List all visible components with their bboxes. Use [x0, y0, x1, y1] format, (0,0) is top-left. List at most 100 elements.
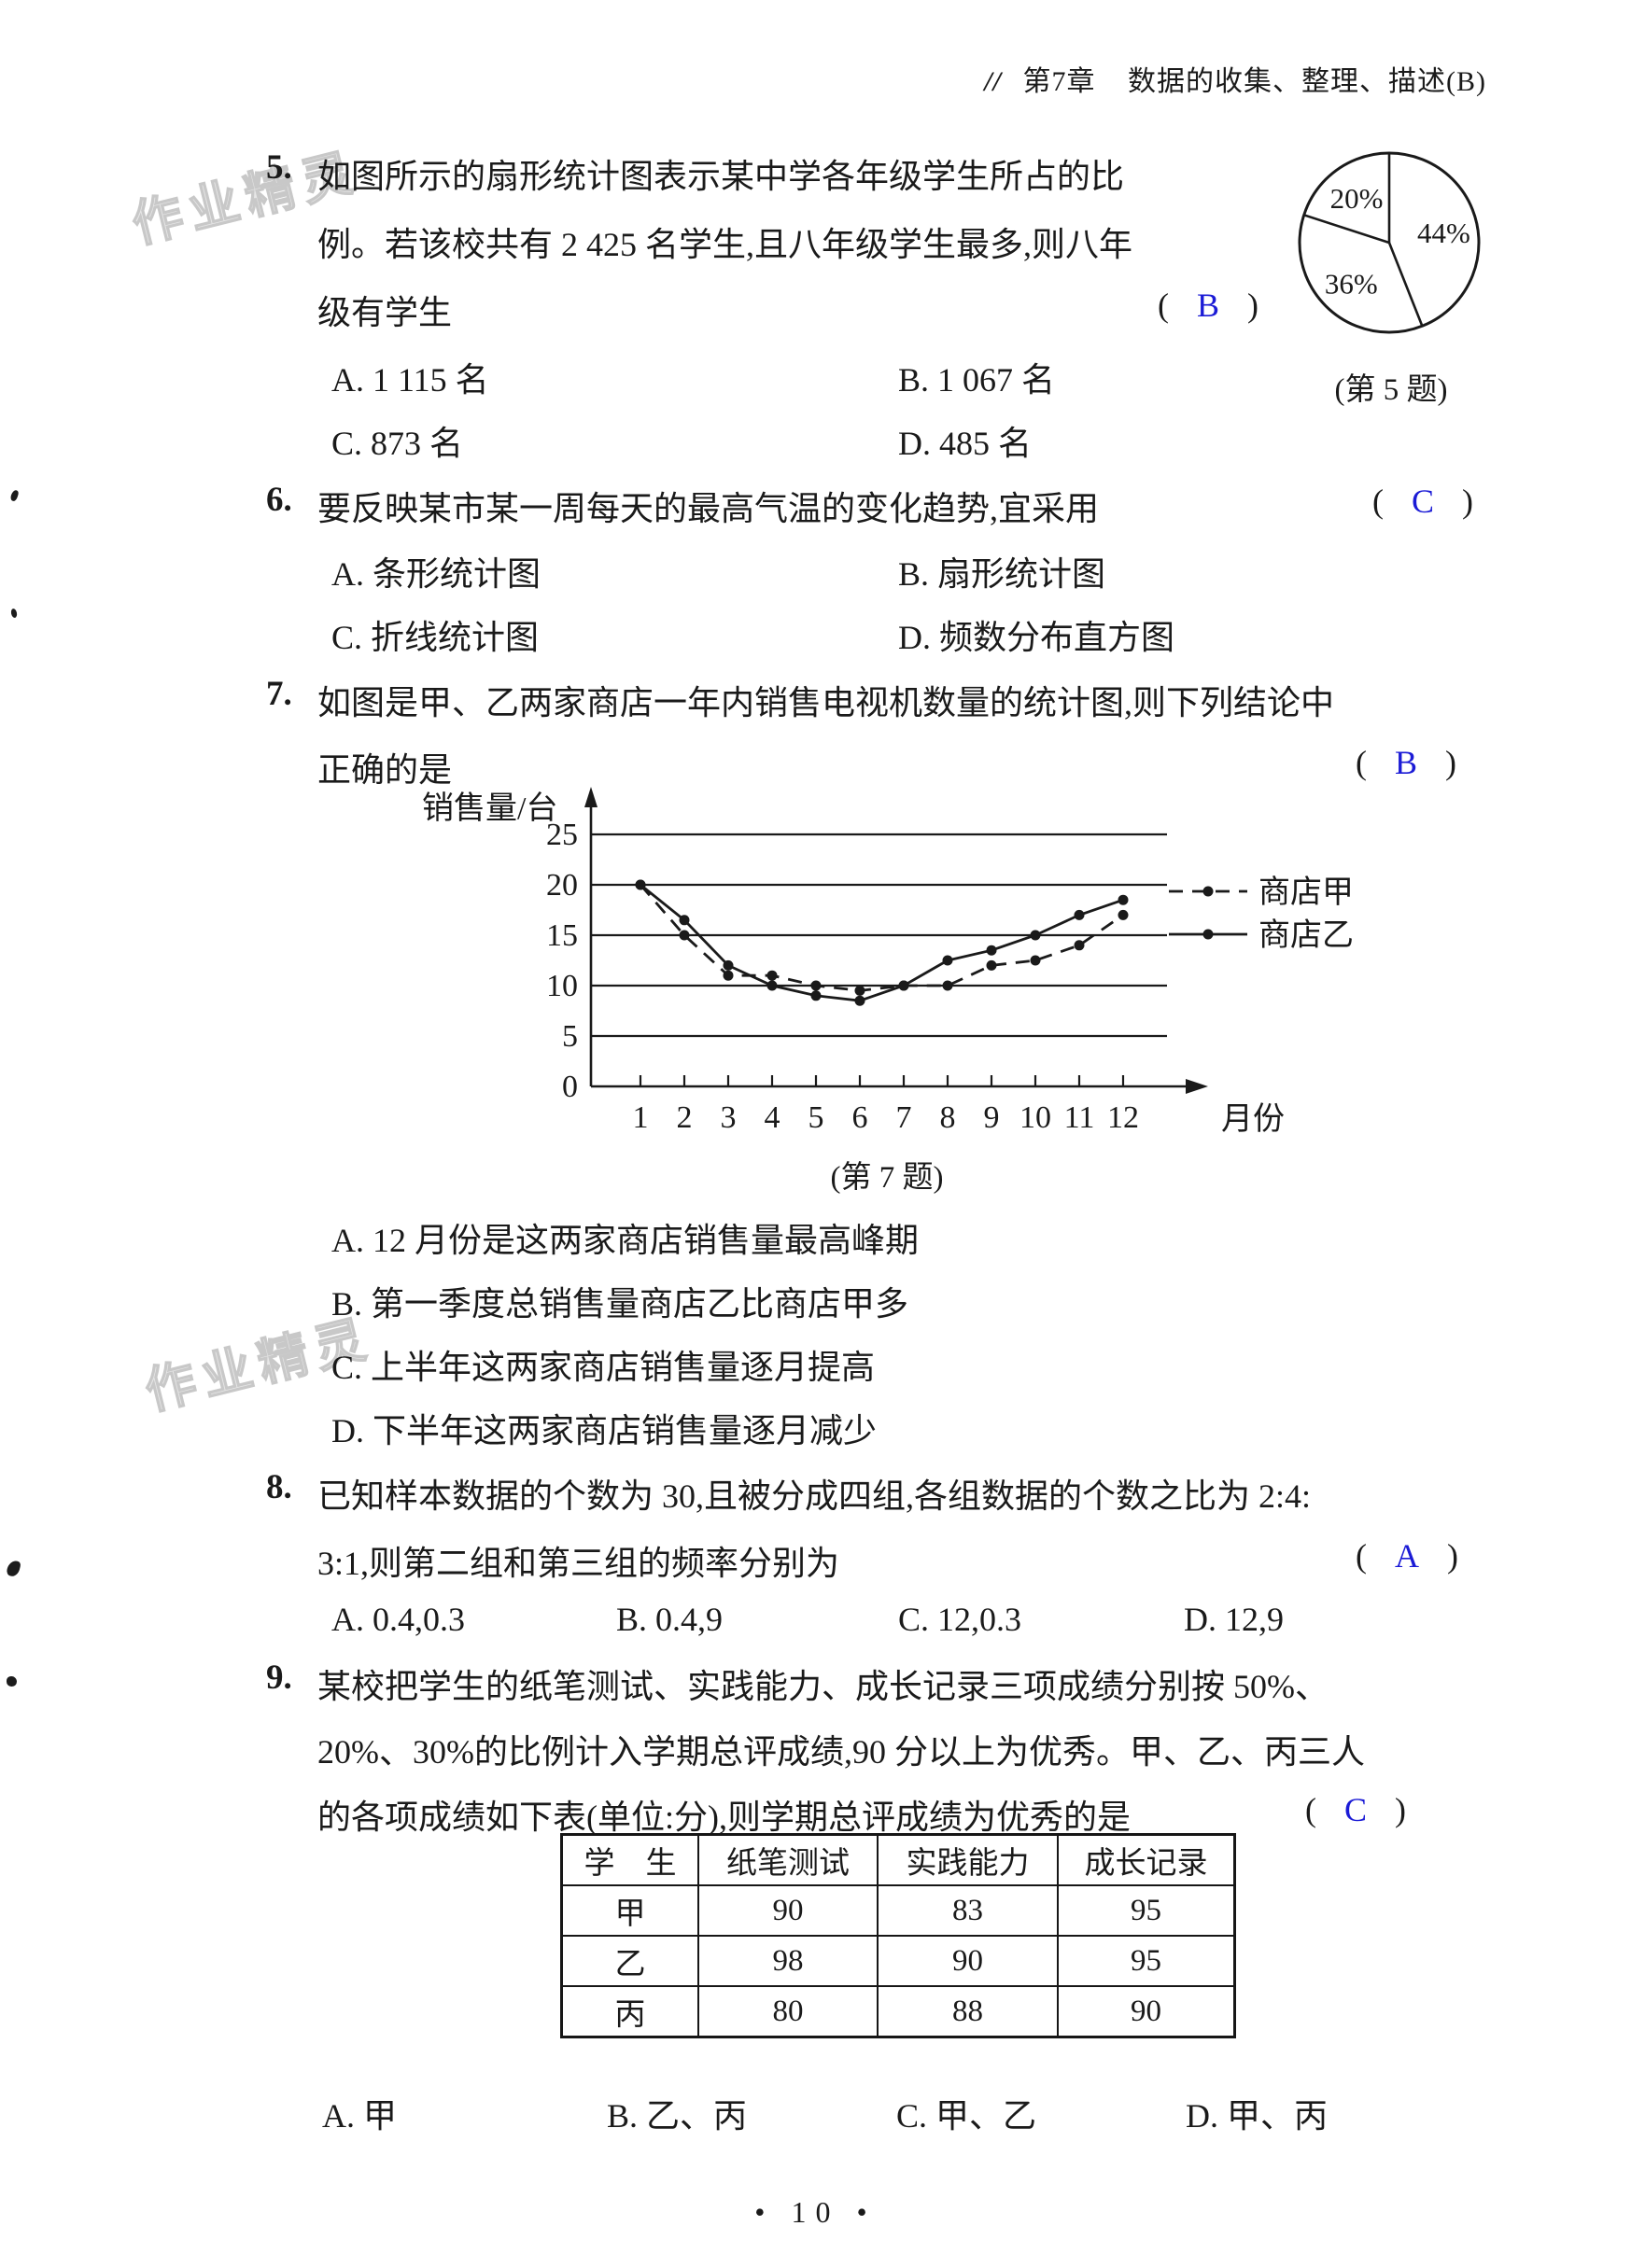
question-5-line: 如图所示的扇形统计图表示某中学各年级学生所占的比: [317, 158, 1125, 195]
x-tick-label: 11: [1064, 1100, 1095, 1135]
x-tick-label: 4: [765, 1100, 780, 1135]
data-point: [854, 985, 865, 996]
question-7-option-d: D. 下半年这两家商店销售量逐月减少: [331, 1412, 877, 1449]
answer-paren: ): [1462, 483, 1474, 520]
question-8-line: 已知样本数据的个数为 30,且被分成四组,各组数据的个数之比为 2:4:: [317, 1477, 1312, 1515]
data-point: [854, 995, 865, 1006]
x-tick-label: 5: [808, 1100, 824, 1135]
y-tick-label: 20: [546, 868, 578, 903]
scores-table: 学 生纸笔测试 实践能力 成长记录甲 90 83 95 乙 98 90 95 丙 80 88 90: [560, 1833, 1236, 2038]
data-point: [986, 945, 997, 956]
series-line-1: [640, 883, 1124, 1002]
table-cell: 90: [1057, 1985, 1236, 2038]
y-tick-label: 0: [562, 1070, 578, 1104]
question-8-option-b: B. 0.4,9: [616, 1601, 724, 1638]
question-7-number: 7.: [266, 675, 292, 713]
legend-marker: [1202, 929, 1214, 940]
table-cell: 95: [1057, 1935, 1236, 1987]
x-tick-label: 1: [633, 1100, 649, 1135]
answer-paren: (: [1158, 287, 1169, 324]
table-header-row: 学 生纸笔测试 实践能力 成长记录: [560, 1833, 1236, 1886]
data-point: [942, 955, 953, 966]
data-point: [986, 959, 997, 971]
table-row: 丙 80 88 90: [560, 1985, 1236, 2038]
question-6-option-b: B. 扇形统计图: [898, 555, 1106, 593]
data-point: [1030, 955, 1041, 966]
question-9-line: 20%、30%的比例计入学期总评成绩,90 分以上为优秀。甲、乙、丙三人: [317, 1733, 1365, 1771]
x-tick-label: 7: [896, 1100, 912, 1135]
line-chart-ylabel: 销售量/台: [422, 791, 558, 826]
page-header: // 第7章 数据的收集、整理、描述(B): [984, 58, 1486, 99]
answer-paren: ): [1445, 744, 1457, 781]
data-point: [810, 990, 822, 1001]
table-cell: 88: [877, 1985, 1059, 2038]
data-point: [1118, 894, 1129, 905]
scan-artifact: [7, 1676, 17, 1687]
question-9-option-c: C. 甲、乙: [896, 2097, 1037, 2135]
data-point: [679, 915, 690, 926]
pie-slice-label: 36%: [1325, 267, 1378, 300]
question-5-option-b: B. 1 067 名: [898, 361, 1056, 399]
data-point: [1074, 909, 1085, 920]
table-cell: 95: [1057, 1884, 1236, 1937]
data-point: [766, 970, 778, 981]
data-point: [766, 980, 778, 991]
question-6-option-a: A. 条形统计图: [331, 555, 541, 593]
question-6-option-c: C. 折线统计图: [331, 619, 540, 656]
x-tick-label: 12: [1107, 1100, 1139, 1135]
table-header-cell: 成长记录: [1057, 1833, 1236, 1886]
data-point: [1118, 909, 1129, 920]
table-header-cell: 纸笔测试: [697, 1833, 879, 1886]
question-5-answer: (B): [1158, 286, 1258, 325]
pie-slice-label: 20%: [1330, 182, 1384, 215]
question-7-line: 正确的是: [317, 751, 453, 789]
x-tick-label: 2: [677, 1100, 693, 1135]
x-axis-arrow-icon: [1186, 1079, 1208, 1094]
question-9-option-b: B. 乙、丙: [607, 2097, 748, 2135]
scan-artifact: [10, 608, 18, 619]
data-point: [898, 980, 909, 991]
question-8-option-c: C. 12,0.3: [898, 1601, 1022, 1638]
header-chapter: 第7章: [1022, 66, 1096, 97]
question-5-number: 5.: [266, 148, 292, 187]
scores-table-grid: 学 生纸笔测试 实践能力 成长记录甲 90 83 95 乙 98 90 95 丙 80 88 90: [560, 1833, 1236, 2038]
question-5-option-a: A. 1 115 名: [331, 361, 489, 399]
answer-letter: C: [1412, 483, 1435, 520]
header-title: 数据的收集、整理、描述(B): [1128, 66, 1486, 97]
question-5-option-d: D. 485 名: [898, 425, 1032, 462]
scan-artifact: [6, 1559, 21, 1578]
data-point: [635, 879, 646, 890]
answer-paren: ): [1447, 1537, 1458, 1575]
question-9-line: 某校把学生的纸笔测试、实践能力、成长记录三项成绩分别按 50%、: [317, 1668, 1329, 1705]
data-point: [810, 980, 822, 991]
legend-label: 商店甲: [1258, 875, 1354, 910]
question-7-option-b: B. 第一季度总销售量商店乙比商店甲多: [331, 1285, 909, 1323]
table-cell: 甲: [560, 1884, 699, 1937]
table-cell: 98: [697, 1935, 879, 1987]
legend-marker: [1202, 886, 1214, 897]
data-point: [942, 980, 953, 991]
answer-paren: (: [1305, 1791, 1316, 1828]
answer-letter: A: [1395, 1537, 1419, 1575]
answer-letter: B: [1395, 744, 1418, 781]
question-9-option-a: A. 甲: [322, 2097, 397, 2135]
x-tick-label: 10: [1019, 1100, 1051, 1135]
table-header-cell: 学 生: [560, 1833, 699, 1886]
pie-slice-label: 44%: [1417, 217, 1470, 249]
table-row: 乙 98 90 95: [560, 1935, 1236, 1987]
table-cell: 丙: [560, 1985, 699, 2038]
pie-chart-caption: (第 5 题): [1334, 373, 1448, 407]
pie-chart-figure: 44% 36% 20%: [1284, 135, 1498, 362]
question-7-option-a: A. 12 月份是这两家商店销售量最高峰期: [331, 1222, 919, 1259]
y-tick-label: 10: [546, 969, 578, 1003]
table-cell: 90: [877, 1935, 1059, 1987]
question-6-answer: ( C): [1372, 482, 1473, 521]
question-6-line: 要反映某市某一周每天的最高气温的变化趋势,宜采用: [317, 490, 1100, 527]
x-tick-label: 8: [940, 1100, 956, 1135]
question-8-number: 8.: [266, 1468, 292, 1506]
question-5-line: 级有学生: [317, 294, 453, 331]
answer-paren: (: [1372, 483, 1384, 520]
line-chart-figure: 0 5 10 15 20 25 1 2 3 4 5 6 7 8 9 10 11 12 月份 商店甲 商店乙: [373, 779, 1494, 1213]
